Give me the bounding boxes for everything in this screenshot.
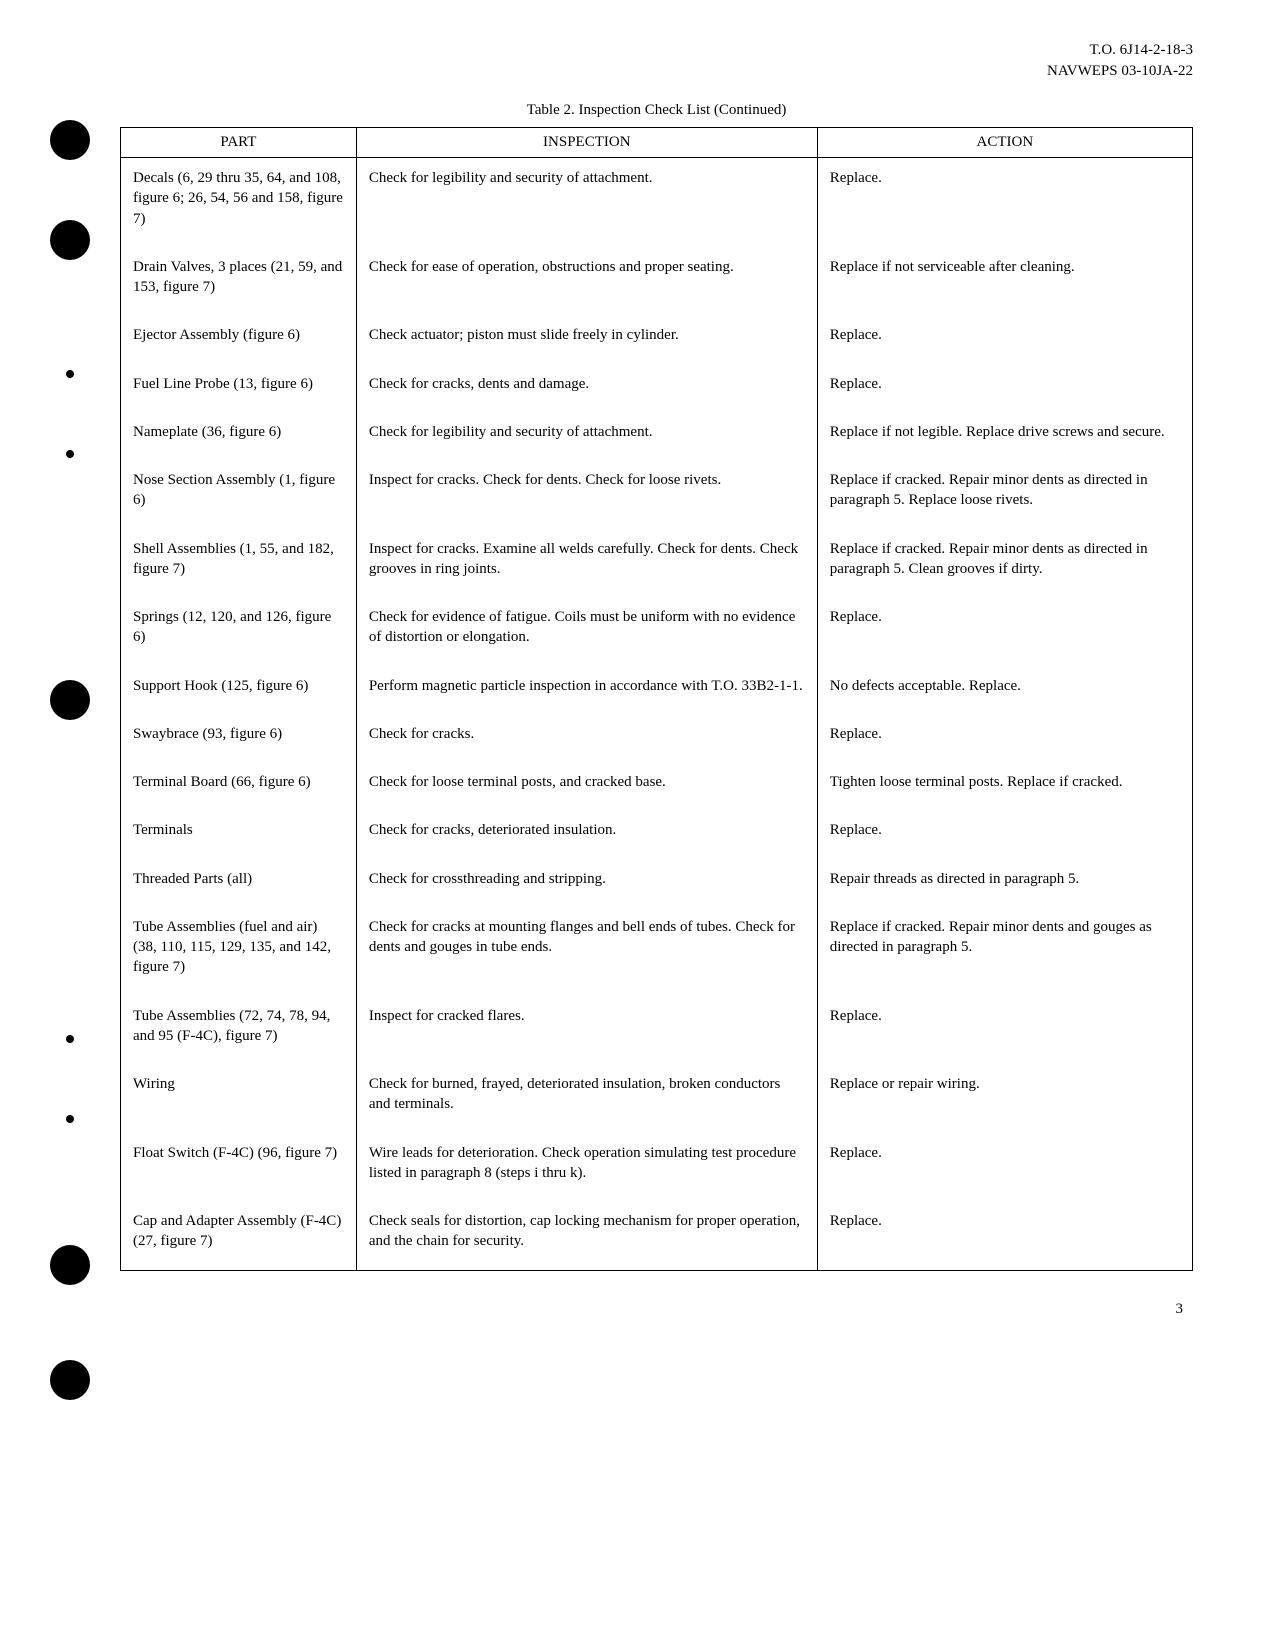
cell-inspection: Wire leads for deterioration. Check oper… [356,1133,817,1202]
cell-inspection: Check actuator; piston must slide freely… [356,315,817,363]
cell-part: Decals (6, 29 thru 35, 64, and 108, figu… [121,158,357,247]
document-header-ids: T.O. 6J14-2-18-3 NAVWEPS 03-10JA-22 [120,40,1193,82]
table-row: Decals (6, 29 thru 35, 64, and 108, figu… [121,158,1193,247]
col-header-part: PART [121,128,357,158]
binder-hole-mark [66,1035,74,1043]
binder-hole-mark [50,220,90,260]
table-row: Float Switch (F-4C) (96, figure 7)Wire l… [121,1133,1193,1202]
col-header-action: ACTION [817,128,1192,158]
cell-action: No defects acceptable. Replace. [817,666,1192,714]
cell-part: Nameplate (36, figure 6) [121,412,357,460]
cell-part: Shell Assemblies (1, 55, and 182, figure… [121,529,357,598]
cell-action: Replace if cracked. Repair minor dents a… [817,529,1192,598]
cell-action: Tighten loose terminal posts. Replace if… [817,762,1192,810]
cell-action: Replace. [817,996,1192,1065]
cell-inspection: Check for cracks. [356,714,817,762]
table-row: Threaded Parts (all)Check for crossthrea… [121,859,1193,907]
cell-inspection: Check for loose terminal posts, and crac… [356,762,817,810]
cell-action: Replace. [817,714,1192,762]
table-row: Drain Valves, 3 places (21, 59, and 153,… [121,247,1193,316]
cell-inspection: Check for burned, frayed, deteriorated i… [356,1064,817,1133]
table-row: Nameplate (36, figure 6)Check for legibi… [121,412,1193,460]
cell-part: Tube Assemblies (72, 74, 78, 94, and 95 … [121,996,357,1065]
binder-hole-mark [66,370,74,378]
cell-part: Terminal Board (66, figure 6) [121,762,357,810]
cell-part: Springs (12, 120, and 126, figure 6) [121,597,357,666]
binder-hole-mark [50,1245,90,1285]
cell-inspection: Inspect for cracked flares. [356,996,817,1065]
cell-inspection: Check for cracks at mounting flanges and… [356,907,817,996]
cell-action: Replace. [817,364,1192,412]
doc-id-1: T.O. 6J14-2-18-3 [120,40,1193,61]
col-header-inspection: INSPECTION [356,128,817,158]
cell-inspection: Check seals for distortion, cap locking … [356,1201,817,1270]
cell-part: Tube Assemblies (fuel and air) (38, 110,… [121,907,357,996]
binder-hole-mark [66,450,74,458]
cell-action: Repair threads as directed in paragraph … [817,859,1192,907]
cell-action: Replace. [817,158,1192,247]
table-row: Terminal Board (66, figure 6)Check for l… [121,762,1193,810]
cell-inspection: Check for cracks, deteriorated insulatio… [356,810,817,858]
cell-inspection: Inspect for cracks. Examine all welds ca… [356,529,817,598]
table-row: Cap and Adapter Assembly (F-4C) (27, fig… [121,1201,1193,1270]
table-row: WiringCheck for burned, frayed, deterior… [121,1064,1193,1133]
table-row: Shell Assemblies (1, 55, and 182, figure… [121,529,1193,598]
table-row: Tube Assemblies (fuel and air) (38, 110,… [121,907,1193,996]
cell-inspection: Check for crossthreading and stripping. [356,859,817,907]
cell-action: Replace if cracked. Repair minor dents a… [817,907,1192,996]
table-row: Swaybrace (93, figure 6)Check for cracks… [121,714,1193,762]
cell-part: Wiring [121,1064,357,1133]
cell-action: Replace or repair wiring. [817,1064,1192,1133]
cell-action: Replace. [817,315,1192,363]
table-row: Tube Assemblies (72, 74, 78, 94, and 95 … [121,996,1193,1065]
cell-part: Terminals [121,810,357,858]
cell-part: Support Hook (125, figure 6) [121,666,357,714]
cell-action: Replace if cracked. Repair minor dents a… [817,460,1192,529]
cell-action: Replace if not serviceable after cleanin… [817,247,1192,316]
inspection-checklist-table: PART INSPECTION ACTION Decals (6, 29 thr… [120,127,1193,1271]
cell-part: Cap and Adapter Assembly (F-4C) (27, fig… [121,1201,357,1270]
cell-part: Float Switch (F-4C) (96, figure 7) [121,1133,357,1202]
table-row: Ejector Assembly (figure 6)Check actuato… [121,315,1193,363]
cell-part: Drain Valves, 3 places (21, 59, and 153,… [121,247,357,316]
cell-inspection: Check for evidence of fatigue. Coils mus… [356,597,817,666]
table-row: TerminalsCheck for cracks, deteriorated … [121,810,1193,858]
cell-inspection: Perform magnetic particle inspection in … [356,666,817,714]
table-row: Fuel Line Probe (13, figure 6)Check for … [121,364,1193,412]
binder-hole-mark [50,680,90,720]
doc-id-2: NAVWEPS 03-10JA-22 [120,61,1193,82]
cell-inspection: Check for legibility and security of att… [356,158,817,247]
cell-action: Replace. [817,597,1192,666]
cell-part: Swaybrace (93, figure 6) [121,714,357,762]
cell-action: Replace. [817,810,1192,858]
page-number: 3 [120,1301,1193,1318]
table-title: Table 2. Inspection Check List (Continue… [120,102,1193,119]
cell-inspection: Check for cracks, dents and damage. [356,364,817,412]
table-row: Springs (12, 120, and 126, figure 6)Chec… [121,597,1193,666]
cell-action: Replace if not legible. Replace drive sc… [817,412,1192,460]
cell-part: Fuel Line Probe (13, figure 6) [121,364,357,412]
binder-hole-mark [66,1115,74,1123]
binder-hole-mark [50,120,90,160]
cell-inspection: Check for legibility and security of att… [356,412,817,460]
cell-part: Ejector Assembly (figure 6) [121,315,357,363]
cell-part: Threaded Parts (all) [121,859,357,907]
table-row: Support Hook (125, figure 6)Perform magn… [121,666,1193,714]
cell-part: Nose Section Assembly (1, figure 6) [121,460,357,529]
binder-hole-mark [50,1360,90,1400]
cell-inspection: Check for ease of operation, obstruction… [356,247,817,316]
cell-action: Replace. [817,1201,1192,1270]
cell-inspection: Inspect for cracks. Check for dents. Che… [356,460,817,529]
table-header-row: PART INSPECTION ACTION [121,128,1193,158]
table-row: Nose Section Assembly (1, figure 6)Inspe… [121,460,1193,529]
cell-action: Replace. [817,1133,1192,1202]
